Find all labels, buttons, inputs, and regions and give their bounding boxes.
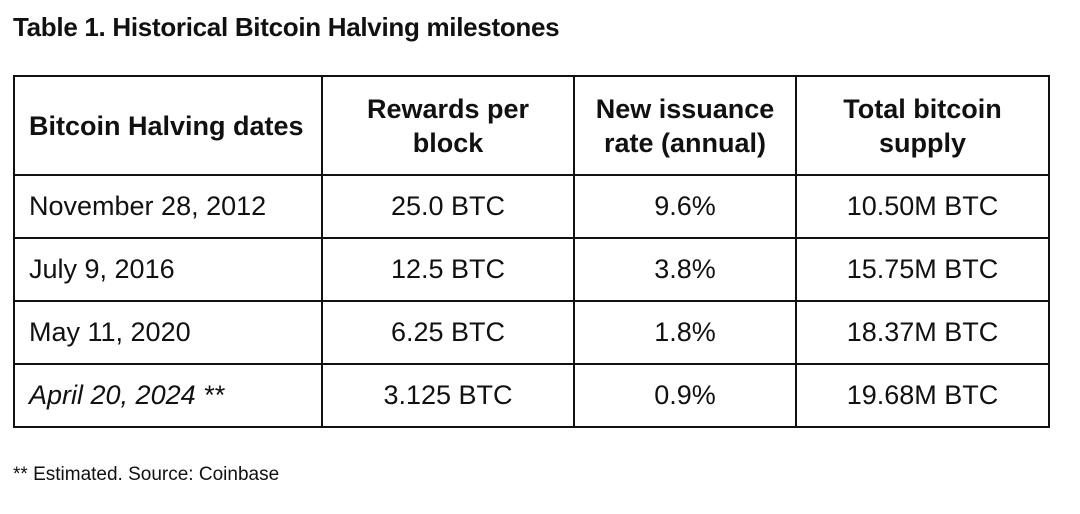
table-row: November 28, 2012 25.0 BTC 9.6% 10.50M B… <box>13 174 1050 239</box>
table-row: July 9, 2016 12.5 BTC 3.8% 15.75M BTC <box>13 237 1050 302</box>
cell-supply: 15.75M BTC <box>795 237 1050 302</box>
table-row: May 11, 2020 6.25 BTC 1.8% 18.37M BTC <box>13 300 1050 365</box>
cell-date: July 9, 2016 <box>13 237 323 302</box>
header-rewards: Rewards per block <box>321 75 575 176</box>
cell-rate: 0.9% <box>573 363 797 428</box>
footnote: ** Estimated. Source: Coinbase <box>13 464 280 485</box>
cell-reward: 6.25 BTC <box>321 300 575 365</box>
cell-rate: 9.6% <box>573 174 797 239</box>
cell-supply: 10.50M BTC <box>795 174 1050 239</box>
halving-table: Bitcoin Halving dates Rewards per block … <box>13 75 1050 428</box>
cell-date: May 11, 2020 <box>13 300 323 365</box>
cell-reward: 3.125 BTC <box>321 363 575 428</box>
cell-rate: 3.8% <box>573 237 797 302</box>
table-row: April 20, 2024 ** 3.125 BTC 0.9% 19.68M … <box>13 363 1050 428</box>
cell-date: April 20, 2024 ** <box>13 363 323 428</box>
header-issuance: New issuance rate (annual) <box>573 75 797 176</box>
cell-supply: 19.68M BTC <box>795 363 1050 428</box>
header-supply: Total bitcoin supply <box>795 75 1050 176</box>
header-dates: Bitcoin Halving dates <box>13 75 323 176</box>
cell-reward: 12.5 BTC <box>321 237 575 302</box>
cell-supply: 18.37M BTC <box>795 300 1050 365</box>
table-header-row: Bitcoin Halving dates Rewards per block … <box>13 75 1050 176</box>
cell-reward: 25.0 BTC <box>321 174 575 239</box>
table-title: Table 1. Historical Bitcoin Halving mile… <box>13 12 560 42</box>
cell-date: November 28, 2012 <box>13 174 323 239</box>
cell-rate: 1.8% <box>573 300 797 365</box>
